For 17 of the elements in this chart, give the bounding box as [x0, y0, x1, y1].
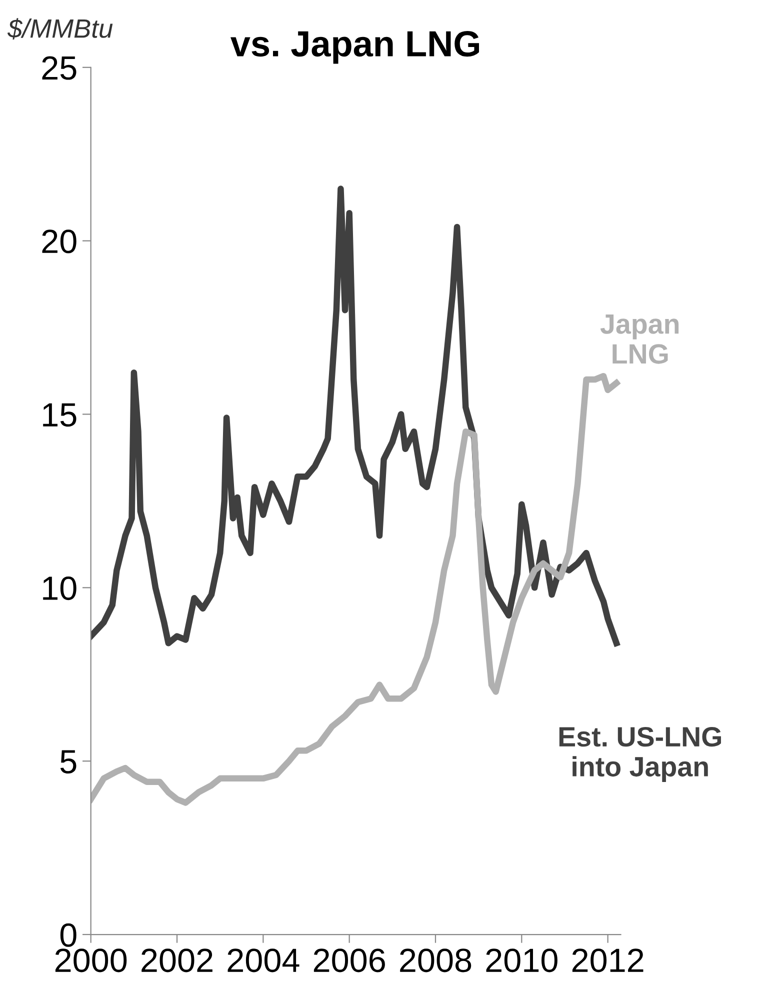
- y-tick-label: 5: [60, 750, 76, 774]
- y-tick-label: 20: [42, 230, 76, 254]
- chart-title: vs. Japan LNG: [230, 31, 479, 64]
- y-tick-label: 10: [43, 576, 76, 600]
- series-label: Japan LNG: [600, 314, 679, 364]
- x-tick-label: 2006: [314, 948, 385, 972]
- x-tick-label: 2002: [142, 948, 212, 972]
- x-tick-label: 2004: [228, 948, 300, 972]
- x-tick-label: 2008: [400, 948, 472, 972]
- y-axis-title: $/MMBtu: [7, 18, 113, 40]
- y-tick-label: 0: [60, 923, 76, 947]
- text: Est. US-LNG into Japan: [559, 726, 721, 782]
- y-tick-label: 15: [43, 403, 76, 427]
- y-tick-label: 25: [42, 56, 76, 80]
- x-tick-label: 2000: [55, 948, 127, 972]
- x-tick-label: 2012: [572, 948, 644, 972]
- x-tick-label: 2010: [486, 948, 558, 972]
